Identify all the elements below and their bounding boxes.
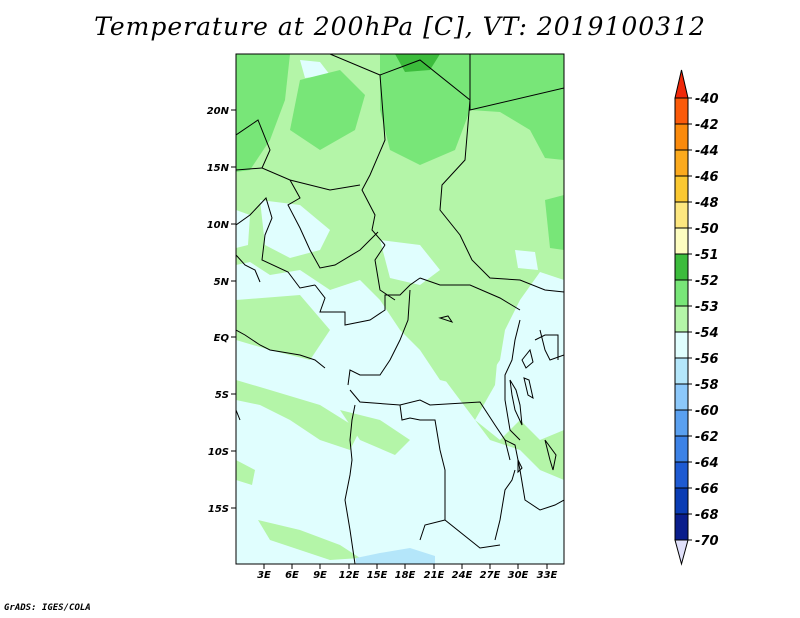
colorbar-label: -68: [695, 508, 719, 523]
colorbar-swatch: [674, 435, 689, 463]
lat-label: 15S: [208, 504, 229, 515]
axis-ticks: [231, 109, 548, 569]
map-title: Temperature at 200hPa [C], VT: 201910031…: [94, 12, 706, 41]
colorbar-swatch: [674, 201, 689, 229]
colorbar-swatch: [674, 97, 689, 125]
lon-label: 18E: [395, 570, 416, 581]
colorbar-label: -46: [695, 170, 719, 185]
lon-label: 24E: [452, 570, 473, 581]
lon-label: 21E: [424, 570, 445, 581]
lon-label: 27E: [480, 570, 501, 581]
lon-label: 9E: [313, 570, 327, 581]
temperature-field: [236, 54, 564, 564]
lat-label: 15N: [207, 163, 230, 174]
colorbar-label: -40: [695, 92, 719, 107]
colorbar-label: -60: [695, 404, 719, 419]
colorbar-label: -66: [695, 482, 719, 497]
lat-labels: 20N 15N 10N 5N EQ 5S 10S 15S: [207, 106, 230, 515]
colorbar-label: -53: [695, 300, 719, 315]
colorbar-swatch: [674, 513, 689, 541]
lon-label: 15E: [367, 570, 388, 581]
grads-credit: GrADS: IGES/COLA: [4, 603, 91, 613]
lon-label: 12E: [339, 570, 360, 581]
colorbar-label: -64: [695, 456, 719, 471]
country-borders: [236, 54, 564, 564]
colorbar-swatch: [674, 123, 689, 151]
colorbar-swatch: [674, 227, 689, 255]
lon-label: 3E: [257, 570, 271, 581]
colorbar: -40 -42 -44 -46 -48 -50 -51 -52 -53 -54 -56 -58 -60 -…: [674, 69, 719, 566]
colorbar-label: -54: [695, 326, 719, 341]
colorbar-swatch: [674, 175, 689, 203]
colorbar-swatch: [674, 409, 689, 437]
colorbar-label: -58: [695, 378, 719, 393]
lat-label: 10N: [207, 220, 230, 231]
colorbar-label: -48: [695, 196, 719, 211]
colorbar-label: -62: [695, 430, 719, 445]
lakes: [438, 315, 557, 474]
lon-label: 33E: [537, 570, 558, 581]
colorbar-swatch: [674, 487, 689, 515]
lat-label: EQ: [214, 333, 230, 344]
colorbar-swatch: [674, 331, 689, 359]
map-frame: [235, 53, 565, 565]
colorbar-label: -70: [695, 534, 719, 549]
lon-label: 30E: [508, 570, 529, 581]
colorbar-label: -50: [695, 222, 719, 237]
lat-label: 10S: [208, 447, 229, 458]
colorbar-swatch: [674, 305, 689, 333]
colorbar-swatch: [674, 149, 689, 177]
colorbar-swatch: [674, 357, 689, 385]
colorbar-label: -52: [695, 274, 719, 289]
colorbar-label: -44: [695, 144, 719, 159]
colorbar-label: -51: [695, 248, 719, 263]
lat-label: 5S: [215, 390, 229, 401]
lat-label: 20N: [207, 106, 230, 117]
lon-labels: 3E 6E 9E 12E 15E 18E 21E 24E 27E 30E 33E: [257, 570, 557, 581]
lat-label: 5N: [214, 277, 230, 288]
colorbar-swatch: [674, 253, 689, 281]
colorbar-top-triangle: [674, 69, 689, 99]
colorbar-bottom-triangle: [674, 539, 689, 566]
colorbar-swatch: [674, 279, 689, 307]
lon-label: 6E: [285, 570, 299, 581]
colorbar-label: -56: [695, 352, 719, 367]
colorbar-label: -42: [695, 118, 719, 133]
colorbar-swatch: [674, 461, 689, 489]
colorbar-swatch: [674, 383, 689, 411]
